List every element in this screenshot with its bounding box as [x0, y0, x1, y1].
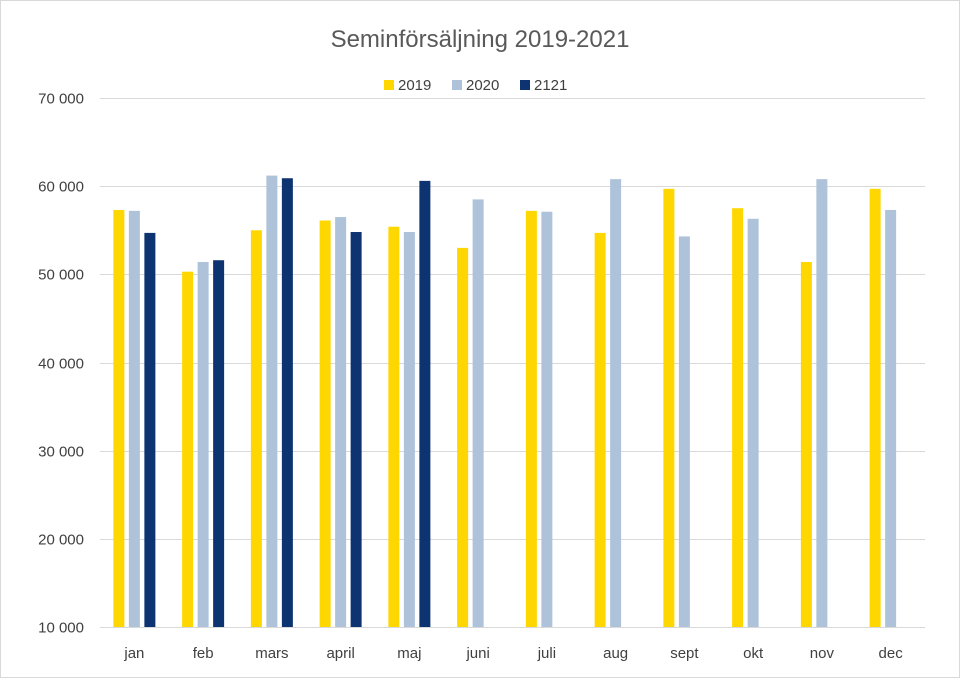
x-tick-label: aug	[603, 645, 628, 662]
bar-2020-juni	[472, 199, 484, 627]
bar-2020-april	[335, 217, 347, 627]
bar-2020-sept	[678, 236, 690, 627]
legend-swatch-2019	[384, 80, 394, 90]
x-tick-label: feb	[193, 645, 214, 662]
y-tick-label: 40 000	[38, 356, 84, 373]
legend: 2019 2020 2121	[384, 77, 567, 94]
legend-label-2019: 2019	[398, 77, 431, 94]
legend-swatch-2020	[452, 80, 462, 90]
bar-2019-juli	[525, 210, 537, 627]
bar-2121-mars	[281, 178, 293, 627]
x-tick-label: mars	[255, 645, 288, 662]
bar-2020-dec	[885, 209, 897, 627]
y-tick-label: 50 000	[38, 267, 84, 284]
bar-2019-okt	[732, 208, 744, 628]
bar-2019-aug	[594, 232, 606, 627]
x-tick-label: juni	[465, 645, 489, 662]
bar-2019-dec	[869, 188, 881, 628]
bar-2020-mars	[266, 175, 278, 627]
x-tick-label: nov	[810, 645, 835, 662]
legend-label-2020: 2020	[466, 77, 499, 94]
bar-2121-jan	[144, 232, 156, 627]
x-tick-label: april	[326, 645, 354, 662]
bar-2121-maj	[419, 180, 431, 628]
bar-2019-nov	[800, 261, 812, 627]
legend-label-2121: 2121	[534, 77, 567, 94]
bar-2020-jan	[128, 210, 140, 627]
bar-2019-mars	[250, 230, 262, 627]
bars	[113, 175, 897, 628]
x-tick-label: jan	[123, 645, 144, 662]
bar-2020-juli	[541, 211, 553, 628]
y-tick-label: 70 000	[38, 91, 84, 108]
bar-2019-sept	[663, 188, 675, 628]
bar-2019-maj	[388, 226, 400, 627]
x-tick-label: sept	[670, 645, 699, 662]
legend-swatch-2121	[520, 80, 530, 90]
bar-2121-april	[350, 232, 362, 627]
bar-2019-feb	[182, 271, 194, 627]
x-axis-tick-labels: jan feb mars april maj juni juli aug sept okt nov d…	[123, 645, 903, 662]
y-tick-label: 60 000	[38, 179, 84, 196]
x-tick-label: maj	[397, 645, 421, 662]
bar-2020-feb	[197, 261, 209, 627]
x-tick-label: juli	[537, 645, 556, 662]
x-tick-label: dec	[879, 645, 904, 662]
bar-2121-feb	[213, 260, 225, 627]
bar-2020-aug	[610, 179, 622, 627]
bar-2019-jan	[113, 209, 125, 627]
bar-2019-juni	[457, 247, 469, 627]
bar-2019-april	[319, 220, 331, 627]
y-tick-label: 20 000	[38, 532, 84, 549]
bar-2020-nov	[816, 179, 828, 627]
gridlines	[100, 98, 925, 628]
bar-2020-okt	[747, 218, 759, 627]
y-tick-label: 10 000	[38, 620, 84, 637]
x-tick-label: okt	[743, 645, 764, 662]
chart-title: Seminförsäljning 2019-2021	[331, 26, 630, 53]
y-axis-tick-labels: 10 000 20 000 30 000 40 000 50 000 60 000 70 0…	[38, 91, 84, 637]
y-tick-label: 30 000	[38, 444, 84, 461]
bar-2020-maj	[403, 232, 415, 627]
